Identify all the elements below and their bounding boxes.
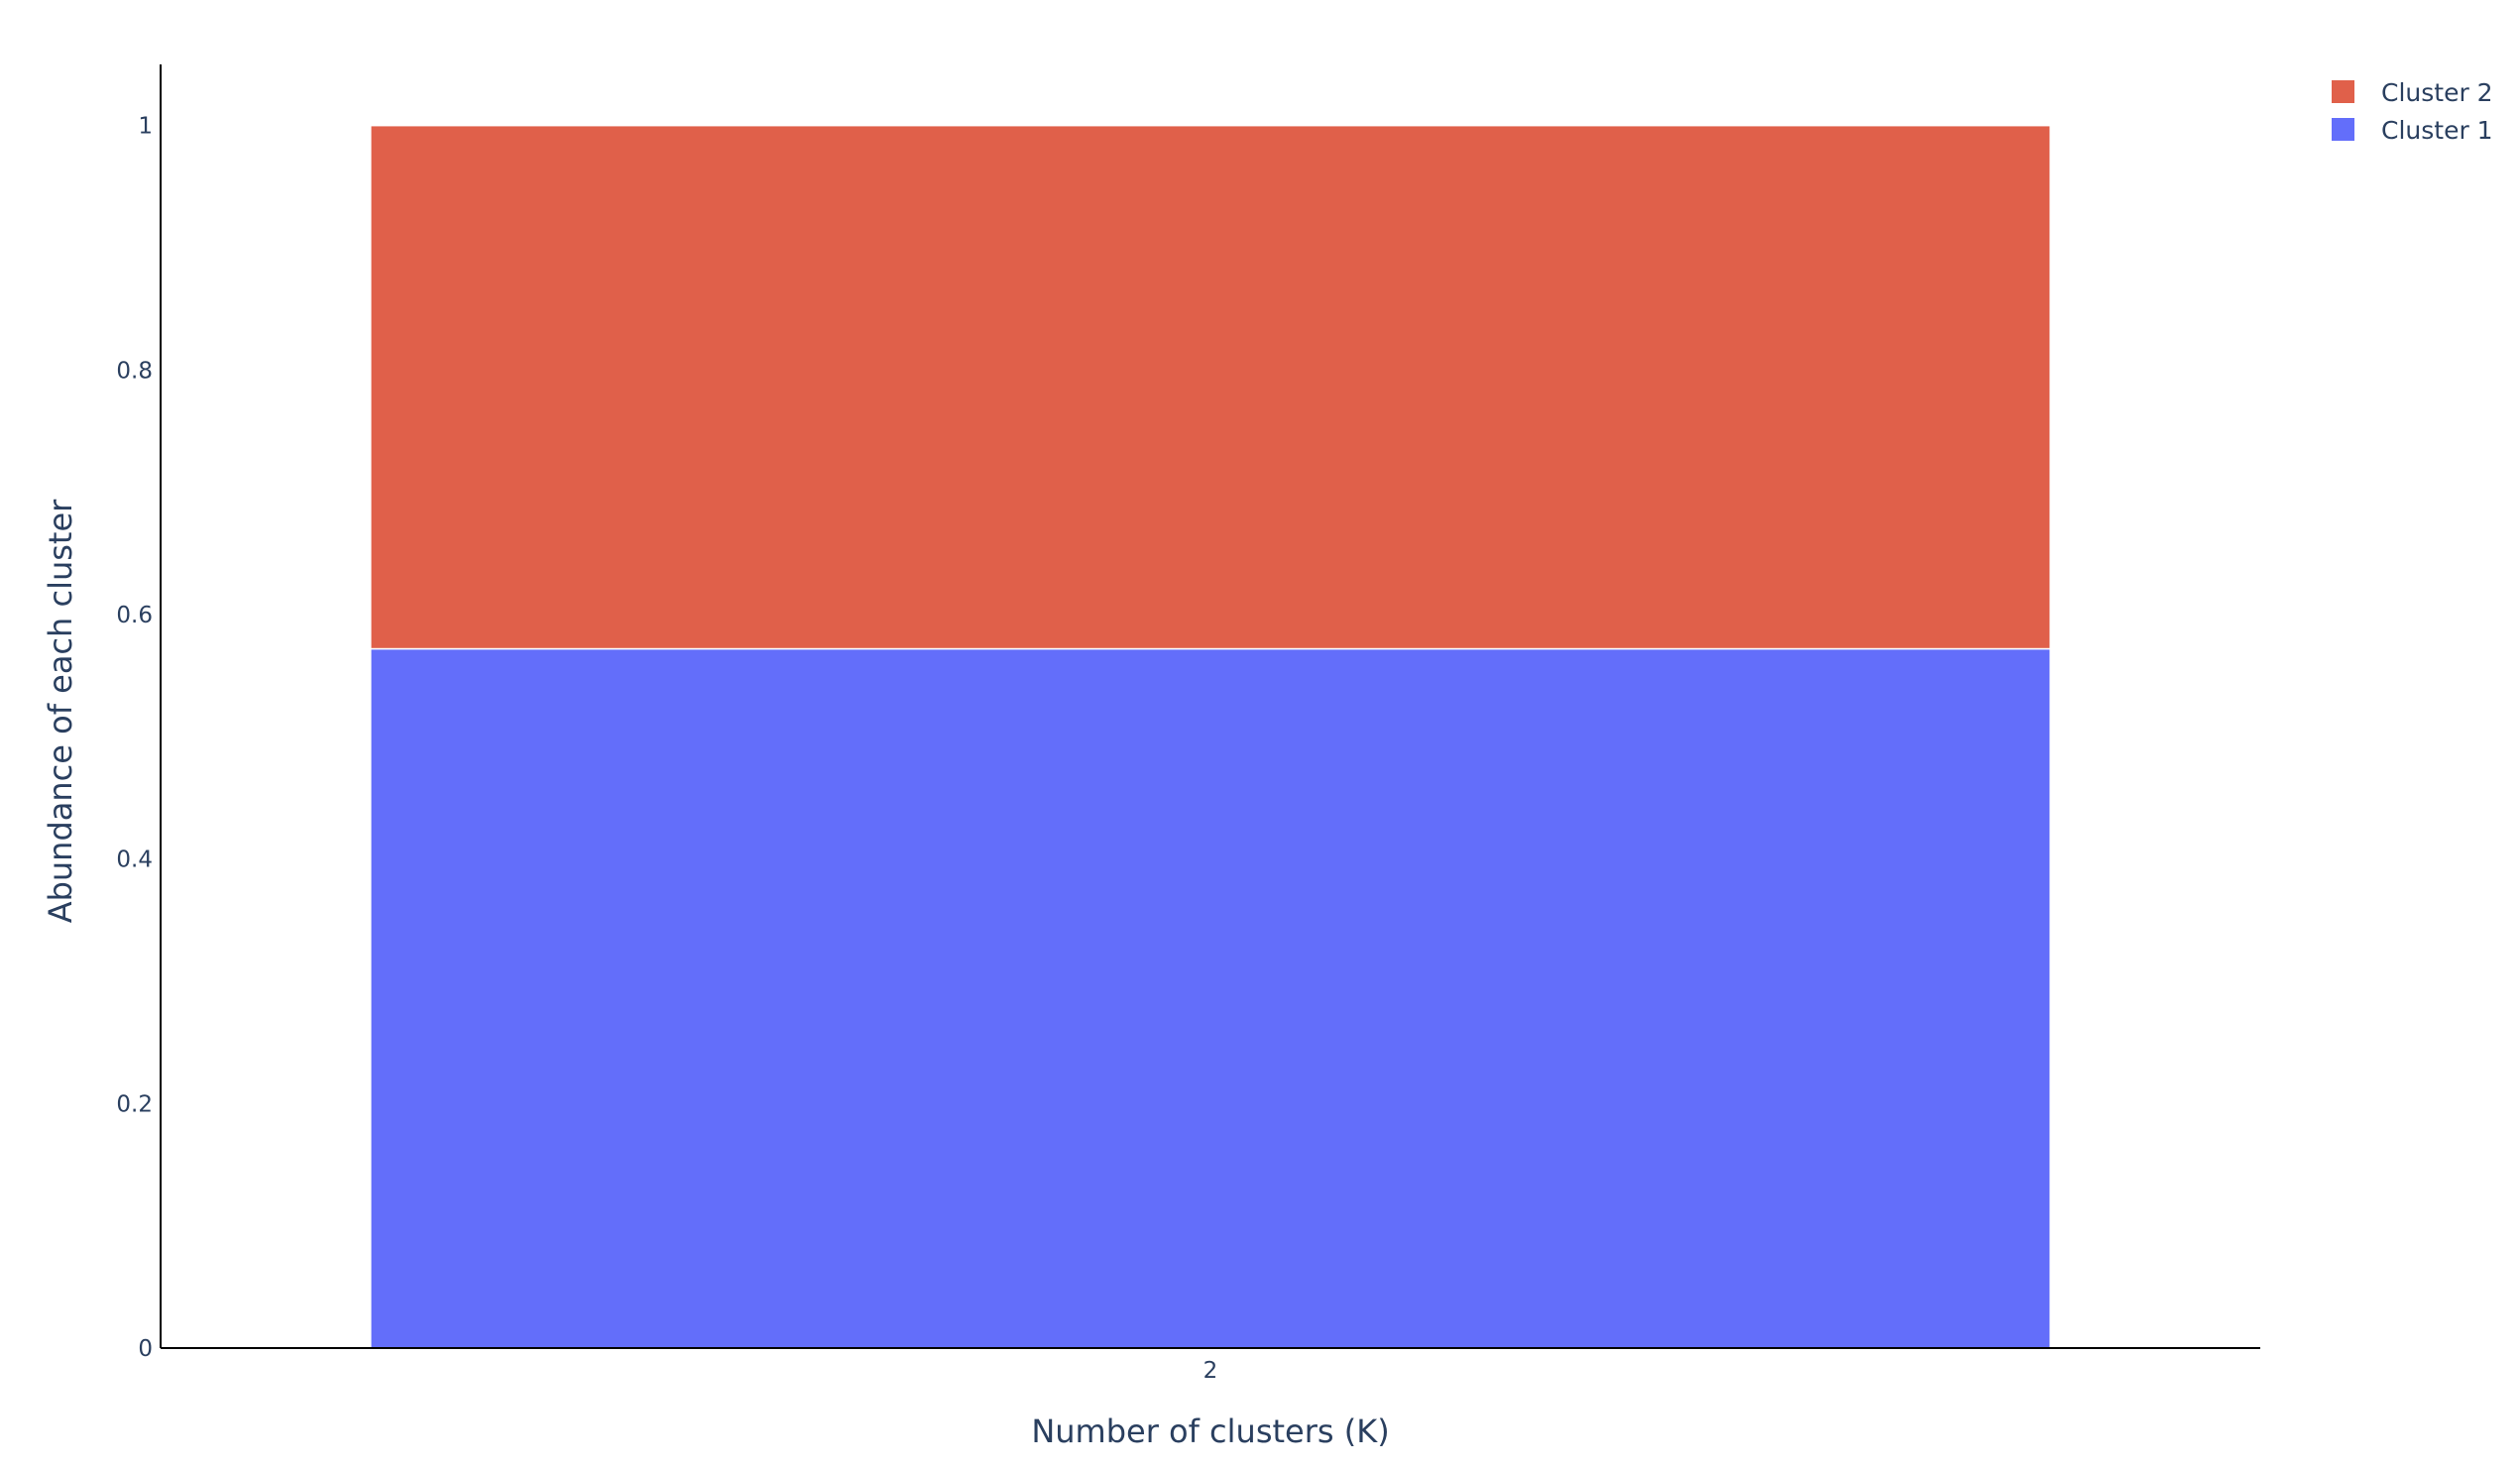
legend-label: Cluster 1 bbox=[2381, 116, 2493, 145]
y-tick-label: 0.8 bbox=[116, 358, 153, 384]
x-tick-label: 2 bbox=[1203, 1358, 1218, 1384]
y-axis-title: Abundance of each cluster bbox=[42, 499, 79, 923]
legend-label: Cluster 2 bbox=[2381, 78, 2493, 107]
legend-item-cluster-2[interactable]: Cluster 2 bbox=[2332, 78, 2493, 107]
legend[interactable]: Cluster 2 Cluster 1 bbox=[2332, 78, 2493, 145]
bars-layer bbox=[370, 124, 2051, 1349]
y-tick-label: 0.2 bbox=[116, 1091, 153, 1117]
legend-swatch bbox=[2332, 118, 2354, 141]
y-tick-label: 0 bbox=[138, 1336, 153, 1362]
y-tick-label: 1 bbox=[138, 114, 153, 140]
axes-layer bbox=[160, 64, 2260, 1349]
bar-cluster-1-k2[interactable] bbox=[370, 647, 2051, 1349]
y-tick-label: 0.4 bbox=[116, 848, 153, 873]
y-tick-label: 0.6 bbox=[116, 603, 153, 628]
y-tick-labels: 0 0.2 0.4 0.6 0.8 1 bbox=[116, 114, 153, 1362]
x-tick-labels: 2 bbox=[1203, 1358, 1218, 1384]
bar-cluster-2-k2[interactable] bbox=[370, 124, 2051, 650]
x-axis-title: Number of clusters (K) bbox=[1031, 1412, 1389, 1450]
legend-item-cluster-1[interactable]: Cluster 1 bbox=[2332, 116, 2493, 145]
legend-swatch bbox=[2332, 80, 2354, 103]
